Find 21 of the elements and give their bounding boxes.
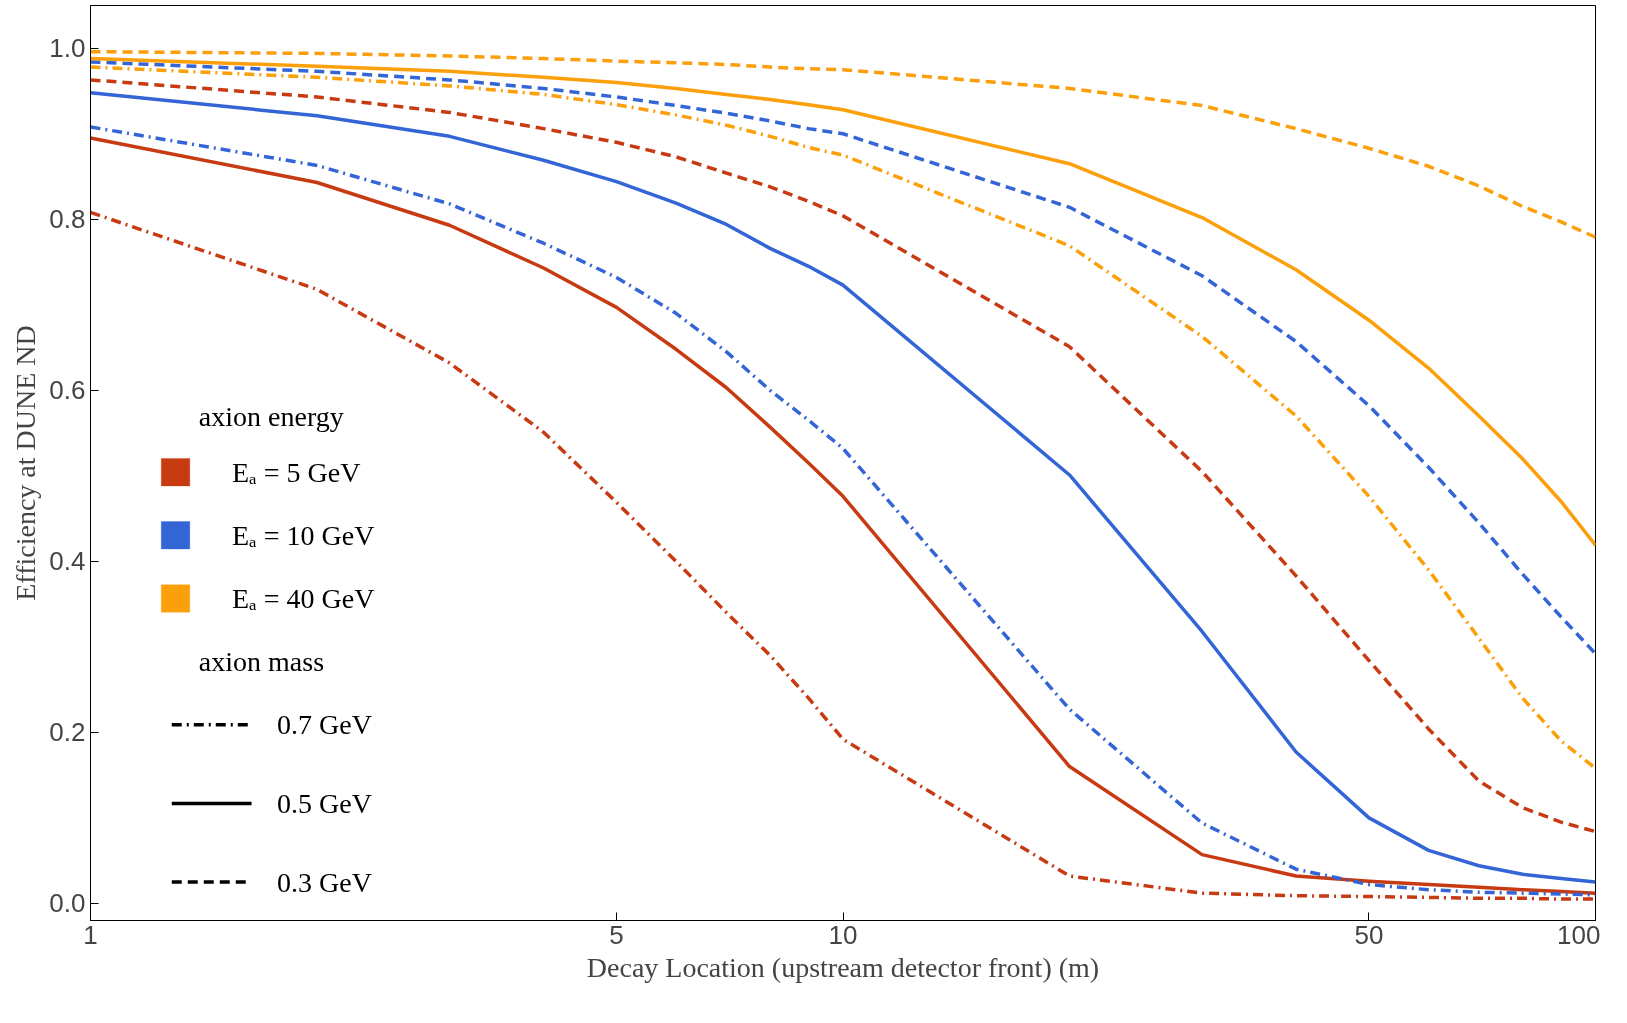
x-tick-label: 1 (83, 919, 98, 950)
annotation: 0.7 GeV (277, 709, 372, 741)
y-tick-label: 0.6 (49, 375, 86, 406)
y-axis-title: Efficiency at DUNE ND (10, 325, 42, 601)
legend-title: axion energy (198, 400, 344, 432)
x-axis-title: Decay Location (upstream detector front) (m) (586, 951, 1100, 983)
y-tick-label: 0.4 (49, 546, 86, 577)
annotation: 0.3 GeV (277, 866, 372, 898)
y-tick-label: 0.0 (49, 888, 86, 919)
x-tick-label: 10 (828, 919, 858, 950)
y-tick-label: 0.8 (49, 204, 86, 235)
x-tick-label: 100 (1557, 919, 1601, 950)
legend-label: Eₐ = 40 GeV (231, 582, 375, 614)
legend-label: Eₐ = 5 GeV (231, 456, 361, 488)
x-tick-label: 5 (609, 919, 624, 950)
y-tick-label: 0.2 (49, 717, 86, 748)
annotation: 0.5 GeV (277, 787, 372, 819)
annotation: axion mass (198, 646, 325, 678)
x-tick-label: 50 (1354, 919, 1384, 950)
y-tick-label: 1.0 (49, 33, 86, 64)
legend-label: Eₐ = 10 GeV (231, 519, 375, 551)
